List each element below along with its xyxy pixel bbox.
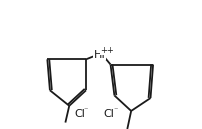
Text: Hf: Hf	[93, 50, 105, 60]
Text: ⁻: ⁻	[83, 105, 88, 114]
Text: Cl: Cl	[103, 108, 114, 119]
Text: ⁻: ⁻	[113, 105, 117, 114]
Text: Cl: Cl	[74, 108, 85, 119]
Text: ++: ++	[99, 46, 113, 55]
